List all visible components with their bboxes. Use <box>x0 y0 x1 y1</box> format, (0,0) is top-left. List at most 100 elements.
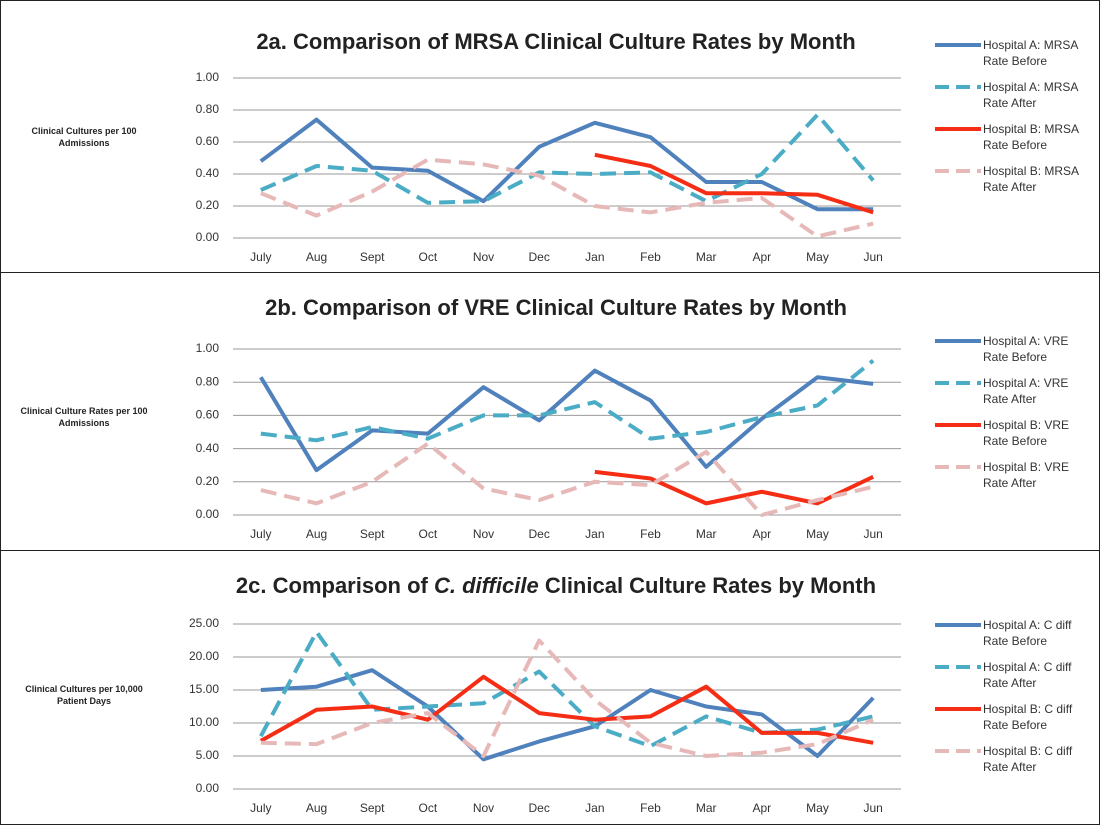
series-line <box>259 368 874 473</box>
series-line <box>260 638 874 758</box>
y-tick-label: 0.00 <box>196 230 220 244</box>
x-tick-label: May <box>806 801 829 815</box>
series-line <box>259 674 874 745</box>
legend-swatch <box>935 465 981 469</box>
y-tick-label: 0.40 <box>196 166 220 180</box>
legend: Hospital A: VRE Rate Before Hospital A: V… <box>933 333 1098 491</box>
legend-label: Hospital B: VRE Rate Before <box>983 418 1070 448</box>
y-tick-label: 5.00 <box>196 748 220 762</box>
x-tick-label: Nov <box>473 527 494 541</box>
legend-label: Hospital A: MRSA Rate After <box>983 80 1078 110</box>
x-tick-label: Nov <box>473 801 494 815</box>
legend-label: Hospital B: MRSA Rate After <box>983 164 1079 194</box>
legend-item: Hospital A: MRSA Rate Before <box>933 37 1098 69</box>
chart-panel: 2b. Comparison of VRE Clinical Culture R… <box>0 272 1100 551</box>
y-tick-label: 0.60 <box>196 134 220 148</box>
series-line <box>594 152 874 215</box>
y-axis-label: Clinical Cultures per 10,000 Patient Day… <box>25 684 143 706</box>
y-tick-label: 15.00 <box>189 682 219 696</box>
x-tick-label: Mar <box>696 801 717 815</box>
y-tick-label: 1.00 <box>196 70 220 84</box>
x-tick-label: July <box>250 250 271 264</box>
legend-label: Hospital B: C diff Rate Before <box>983 702 1073 732</box>
x-tick-label: Oct <box>418 801 437 815</box>
x-tick-label: July <box>250 801 271 815</box>
chart-title: 2c. Comparison of C. difficile Clinical … <box>181 573 931 599</box>
legend-swatch <box>935 85 981 89</box>
x-tick-label: Feb <box>640 250 661 264</box>
y-tick-label: 0.20 <box>196 198 220 212</box>
x-tick-label: Mar <box>696 527 717 541</box>
legend-item: Hospital B: C diff Rate Before <box>933 701 1098 733</box>
x-tick-label: May <box>806 527 829 541</box>
x-tick-label: Aug <box>306 801 327 815</box>
legend-swatch <box>935 169 981 173</box>
x-tick-label: Feb <box>640 527 661 541</box>
legend-swatch <box>935 665 981 669</box>
x-tick-label: Mar <box>696 250 717 264</box>
x-tick-label: Sept <box>360 527 385 541</box>
y-tick-label: 0.40 <box>196 441 220 455</box>
title-part: C. difficile <box>433 573 539 598</box>
legend-label: Hospital B: VRE Rate After <box>983 460 1070 490</box>
legend-swatch <box>935 127 981 131</box>
legend: Hospital A: MRSA Rate Before Hospital A: … <box>933 37 1098 195</box>
legend-label: Hospital A: VRE Rate After <box>983 376 1069 406</box>
x-tick-label: Apr <box>752 250 771 264</box>
series-line <box>260 157 874 239</box>
y-tick-label: 0.80 <box>196 102 220 116</box>
legend-item: Hospital A: VRE Rate After <box>933 375 1098 407</box>
x-tick-label: Oct <box>418 250 437 264</box>
x-tick-label: July <box>250 527 271 541</box>
legend-label: Hospital A: C diff Rate Before <box>983 618 1072 648</box>
series-line <box>260 112 875 205</box>
y-tick-label: 0.80 <box>196 374 220 388</box>
series-line <box>260 668 875 762</box>
legend-swatch <box>935 43 981 47</box>
x-tick-label: Jun <box>863 250 882 264</box>
legend-swatch <box>935 749 981 753</box>
plot: 0.00 0.20 0.40 0.60 0.80 1.00 July Aug Sept Oct No… <box>196 70 901 264</box>
y-tick-label: 0.20 <box>196 474 220 488</box>
y-tick-label: 0.00 <box>196 507 220 521</box>
legend-item: Hospital B: C diff Rate After <box>933 743 1098 775</box>
x-tick-label: Nov <box>473 250 494 264</box>
x-tick-label: Jan <box>585 801 604 815</box>
legend-item: Hospital A: C diff Rate After <box>933 659 1098 691</box>
legend-swatch <box>935 707 981 711</box>
legend-label: Hospital B: MRSA Rate Before <box>983 122 1079 152</box>
legend-item: Hospital A: VRE Rate Before <box>933 333 1098 365</box>
plot: 0.00 0.20 0.40 0.60 0.80 1.00 July Aug Sept Oct No… <box>196 341 901 541</box>
x-tick-label: Apr <box>752 527 771 541</box>
chart-panel: 2a. Comparison of MRSA Clinical Culture … <box>0 0 1100 273</box>
x-tick-label: Jan <box>585 527 604 541</box>
y-tick-label: 0.60 <box>196 408 220 422</box>
x-tick-label: Jun <box>863 527 882 541</box>
legend-item: Hospital B: MRSA Rate After <box>933 163 1098 195</box>
title-part: 2c. Comparison of <box>235 573 434 598</box>
x-tick-label: Dec <box>528 250 549 264</box>
x-tick-label: Aug <box>306 527 327 541</box>
x-tick-label: Apr <box>752 801 771 815</box>
x-tick-label: Sept <box>360 250 385 264</box>
y-tick-label: 10.00 <box>189 715 219 729</box>
chart-title: 2a. Comparison of MRSA Clinical Culture … <box>181 29 931 55</box>
series-line <box>260 359 875 443</box>
legend: Hospital A: C diff Rate Before Hospital A… <box>933 617 1098 775</box>
chart-panel: 2c. Comparison of C. difficile Clinical … <box>0 550 1100 825</box>
legend-swatch <box>935 339 981 343</box>
chart-title: 2b. Comparison of VRE Clinical Culture R… <box>181 295 931 321</box>
legend-label: Hospital B: C diff Rate After <box>983 744 1073 774</box>
y-axis-label: Clinical Cultures per 100 Admissions <box>31 126 137 148</box>
x-tick-label: Aug <box>306 250 327 264</box>
y-tick-label: 0.00 <box>196 781 220 795</box>
x-tick-label: Sept <box>360 801 385 815</box>
series-line <box>594 469 875 506</box>
title-part: 2b. Comparison of VRE Clinical Culture R… <box>265 295 847 320</box>
x-tick-label: Dec <box>528 801 549 815</box>
legend-swatch <box>935 423 981 427</box>
y-tick-label: 20.00 <box>189 649 219 663</box>
plot: 0.00 5.00 10.00 15.00 20.00 25.00 July Aug Sept O… <box>189 616 901 815</box>
x-tick-label: May <box>806 250 829 264</box>
